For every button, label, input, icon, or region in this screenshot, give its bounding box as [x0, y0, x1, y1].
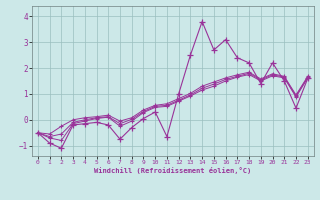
X-axis label: Windchill (Refroidissement éolien,°C): Windchill (Refroidissement éolien,°C)	[94, 167, 252, 174]
